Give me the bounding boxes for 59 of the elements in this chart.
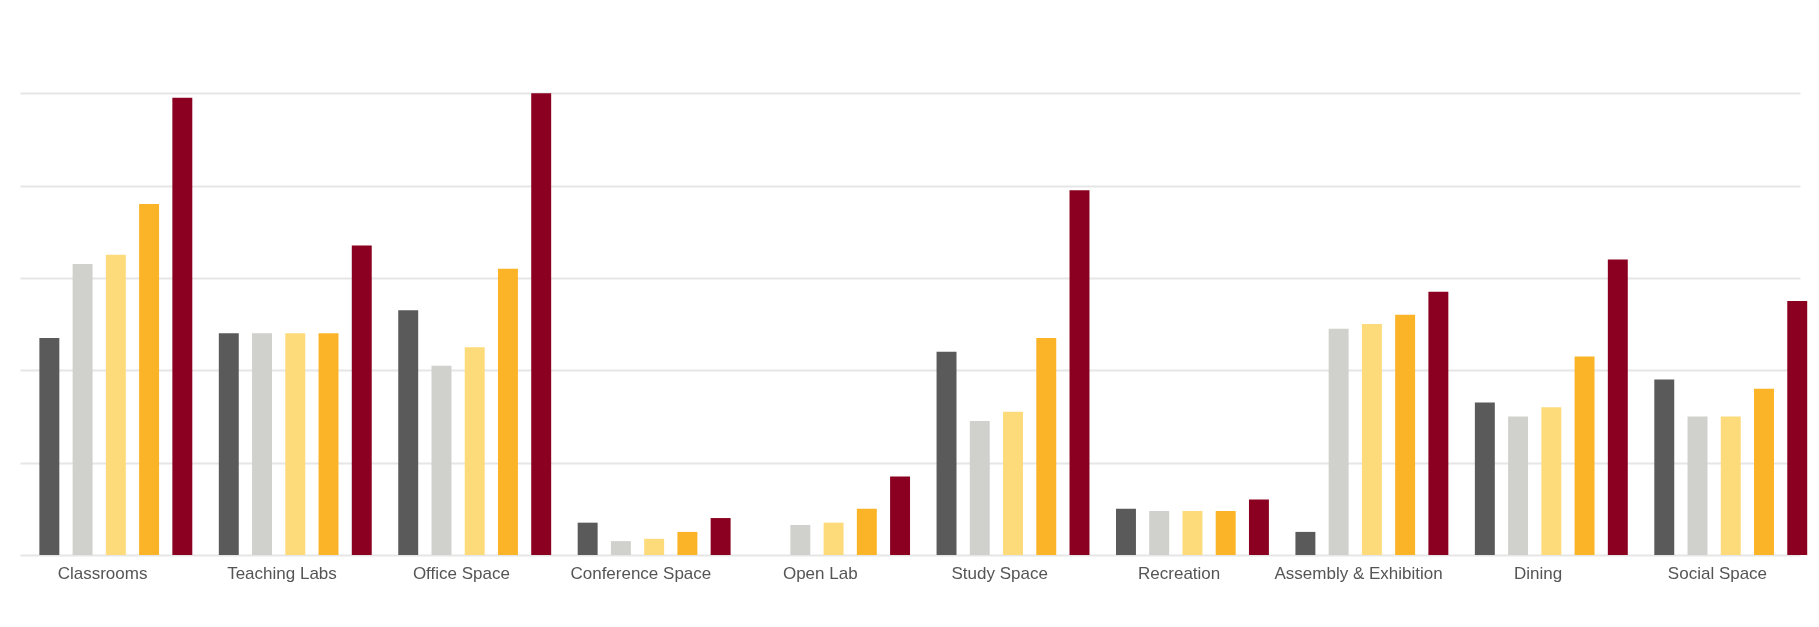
bar <box>610 541 631 555</box>
bar <box>39 337 60 555</box>
bar <box>285 333 306 555</box>
bar <box>1115 508 1136 555</box>
x-tick-label: Social Space <box>1667 563 1768 583</box>
bar <box>677 531 698 555</box>
bar <box>644 538 665 555</box>
bar <box>1295 531 1316 555</box>
bar <box>431 365 452 555</box>
bar <box>1248 499 1269 555</box>
bar <box>497 268 518 555</box>
bar <box>1036 337 1057 555</box>
bar <box>1541 407 1562 555</box>
bar <box>969 421 990 555</box>
bar <box>1361 324 1382 555</box>
bar <box>710 518 731 555</box>
x-tick-label: Open Lab <box>782 563 858 583</box>
bar <box>1508 416 1529 555</box>
bar <box>577 522 598 555</box>
x-tick-label: Office Space <box>412 563 510 583</box>
x-tick-label: Study Space <box>951 563 1048 583</box>
bar <box>823 522 844 555</box>
x-tick-label: Dining <box>1513 563 1563 583</box>
bar <box>790 524 811 555</box>
bar <box>139 203 160 555</box>
bar <box>1149 511 1170 555</box>
bar <box>1069 190 1090 555</box>
bar <box>531 93 552 555</box>
bar <box>172 97 193 555</box>
bar <box>1395 314 1416 555</box>
bar <box>1607 259 1628 555</box>
bar <box>1754 388 1774 555</box>
x-tick-label: Classrooms <box>57 563 148 583</box>
bar <box>1720 416 1741 555</box>
bar <box>856 508 877 555</box>
bar <box>1215 511 1236 555</box>
bar <box>1787 300 1808 555</box>
bar <box>464 347 485 555</box>
bar <box>1182 511 1203 555</box>
bar <box>252 333 272 555</box>
bar <box>1654 379 1675 555</box>
bar <box>936 351 957 555</box>
bar <box>398 310 419 555</box>
x-tick-label: Recreation <box>1138 563 1221 583</box>
bar <box>351 245 372 555</box>
bar <box>1328 328 1349 555</box>
bar <box>218 333 239 555</box>
bar <box>1003 411 1023 555</box>
x-tick-label: Conference Space <box>570 563 712 583</box>
bar <box>72 264 93 555</box>
bar <box>1474 402 1495 555</box>
bar <box>318 333 339 555</box>
bar <box>1574 356 1595 555</box>
bar <box>1428 291 1449 555</box>
x-tick-label: Teaching Labs <box>227 563 337 583</box>
bar <box>1687 416 1708 555</box>
bar <box>890 476 911 555</box>
bar <box>105 254 126 555</box>
x-tick-label: Assembly & Exhibition <box>1274 563 1443 583</box>
